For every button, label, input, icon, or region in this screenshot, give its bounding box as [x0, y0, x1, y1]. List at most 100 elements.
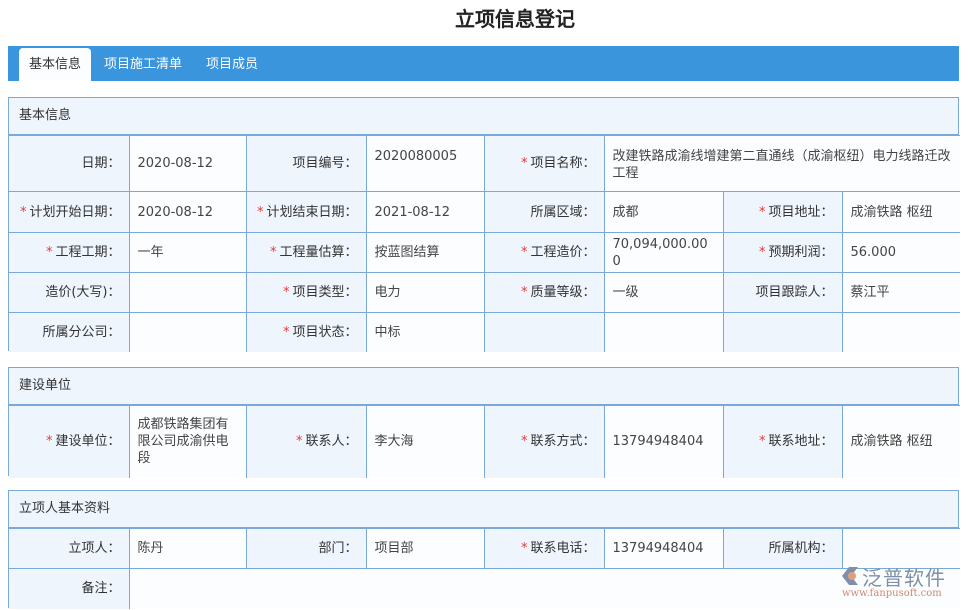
field-value[interactable]: 成都铁路集团有限公司成渝供电段 [128, 405, 247, 478]
field-value[interactable]: 电力 [365, 272, 485, 313]
required-asterisk-icon: * [282, 285, 290, 300]
required-asterisk-icon: * [295, 434, 303, 450]
label-text: 预期利润： [768, 245, 834, 260]
label-text: 备注： [81, 581, 121, 597]
label-text: 建设单位： [55, 434, 121, 450]
field-label: * 联系方式： [483, 405, 605, 478]
field-value[interactable]: 2021-08-12 [365, 191, 485, 233]
required-asterisk-icon: * [758, 204, 766, 220]
required-asterisk-icon: * [758, 434, 766, 450]
field-value[interactable] [841, 312, 961, 352]
field-value[interactable]: 项目部 [365, 528, 485, 569]
tab-project-members[interactable]: 项目成员 [206, 57, 259, 72]
label-text: 项目状态： [292, 324, 358, 340]
label-text: 计划结束日期： [266, 204, 358, 220]
label-text: 立项人： [68, 541, 121, 556]
field-label: * 联系电话： [483, 528, 605, 569]
tab-bar: 基本信息 项目施工清单 项目成员 [8, 46, 959, 81]
field-label [483, 312, 605, 352]
form-row: 造价(大写)： * 项目类型： 电力 * 质量等级： 一级 项目跟踪人： 蔡江平 [9, 272, 961, 313]
field-value[interactable]: 成渝铁路 枢纽 [841, 405, 960, 478]
field-label: 所属机构： [722, 528, 843, 569]
label-text: 联系人： [305, 434, 358, 450]
section-title: 立项人基本资料 [9, 491, 958, 528]
field-value[interactable] [128, 568, 960, 609]
field-value[interactable]: 蔡江平 [841, 272, 961, 313]
required-asterisk-icon: * [520, 156, 528, 171]
form-row: * 建设单位： 成都铁路集团有限公司成渝供电段 * 联系人： 李大海 * 联系方式： 13794… [9, 405, 960, 478]
section-title: 建设单位 [9, 368, 958, 405]
form-row: * 工程工期： 一年 * 工程量估算： 按蓝图结算 * 工程造价： 70,094,000.000… [9, 232, 961, 273]
field-value[interactable]: 70,094,000.000 [603, 232, 724, 273]
field-value[interactable]: 2020-08-12 [128, 191, 247, 233]
field-label: 项目跟踪人： [722, 272, 843, 313]
field-label: 部门： [245, 528, 367, 569]
field-value[interactable]: 改建铁路成渝线增建第二直通线（成渝枢纽）电力线路迁改工程 [603, 135, 961, 192]
label-text: 部门： [318, 541, 358, 556]
field-label [722, 312, 843, 352]
field-value[interactable] [128, 272, 247, 313]
field-label: * 工程造价： [483, 232, 605, 273]
tab-basic-info[interactable]: 基本信息 [19, 48, 92, 81]
field-value[interactable]: 李大海 [365, 405, 485, 478]
field-value[interactable]: 一年 [128, 232, 247, 273]
label-text: 所属分公司： [42, 324, 121, 340]
field-value[interactable]: 陈丹 [128, 528, 247, 569]
logo-icon [842, 567, 858, 585]
field-label: * 联系人： [245, 405, 367, 478]
label-text: 工程工期： [55, 245, 121, 260]
field-label: * 项目地址： [722, 191, 843, 233]
watermark-url: www.fanpusoft.com [842, 588, 942, 599]
required-asterisk-icon: * [520, 434, 528, 450]
form-row: 备注： [9, 568, 960, 609]
label-text: 日期： [81, 156, 121, 171]
label-text: 联系方式： [530, 434, 596, 450]
field-value[interactable]: 中标 [365, 312, 485, 352]
field-label: 日期： [9, 135, 130, 192]
label-text: 质量等级： [530, 285, 596, 300]
field-label: * 联系地址： [722, 405, 843, 478]
label-text: 项目类型： [292, 285, 358, 300]
label-text: 工程量估算： [279, 245, 358, 260]
required-asterisk-icon: * [45, 434, 53, 450]
label-text: 所属机构： [768, 541, 834, 556]
field-value[interactable]: 2020-08-12 [128, 135, 247, 192]
label-text: 项目编号： [292, 156, 358, 171]
label-text: 所属区域： [530, 204, 596, 220]
field-value[interactable] [603, 312, 724, 352]
field-label: * 项目名称： [483, 135, 605, 192]
field-value[interactable]: 13794948404 [603, 405, 724, 478]
field-value[interactable]: 成都 [603, 191, 724, 233]
form-row: 日期： 2020-08-12 项目编号： 2020080005 * 项目名称： 改建铁路成渝… [9, 135, 961, 192]
field-label: * 预期利润： [722, 232, 843, 273]
field-value[interactable]: 13794948404 [603, 528, 724, 569]
field-label: 立项人： [9, 528, 130, 569]
field-value[interactable]: 56.000 [841, 232, 961, 273]
field-label: * 质量等级： [483, 272, 605, 313]
required-asterisk-icon: * [520, 285, 528, 300]
field-value[interactable]: 一级 [603, 272, 724, 313]
section-title: 基本信息 [9, 98, 958, 135]
label-text: 联系电话： [530, 541, 596, 556]
field-label: * 项目类型： [245, 272, 367, 313]
required-asterisk-icon: * [520, 245, 528, 260]
field-value[interactable]: 成渝铁路 枢纽 [841, 191, 961, 233]
field-label: 造价(大写)： [9, 272, 130, 313]
label-text: 计划开始日期： [29, 204, 121, 220]
label-text: 造价(大写)： [45, 285, 121, 300]
field-value[interactable]: 按蓝图结算 [365, 232, 485, 273]
tab-construction-list[interactable]: 项目施工清单 [104, 57, 183, 72]
field-value[interactable]: 2020080005 [365, 135, 485, 192]
field-value[interactable] [128, 312, 247, 352]
field-value[interactable] [841, 528, 960, 569]
field-label: * 建设单位： [9, 405, 130, 478]
field-label: * 计划开始日期： [9, 191, 130, 233]
required-asterisk-icon: * [282, 324, 290, 340]
section-construction-unit: 建设单位 * 建设单位： 成都铁路集团有限公司成渝供电段 * 联系人： 李大海 * 联系方式： 1… [8, 367, 960, 478]
field-label: 备注： [9, 568, 130, 609]
label-text: 项目跟踪人： [755, 285, 834, 300]
required-asterisk-icon: * [256, 204, 264, 220]
required-asterisk-icon: * [19, 204, 27, 220]
field-label: * 工程工期： [9, 232, 130, 273]
required-asterisk-icon: * [45, 245, 53, 260]
